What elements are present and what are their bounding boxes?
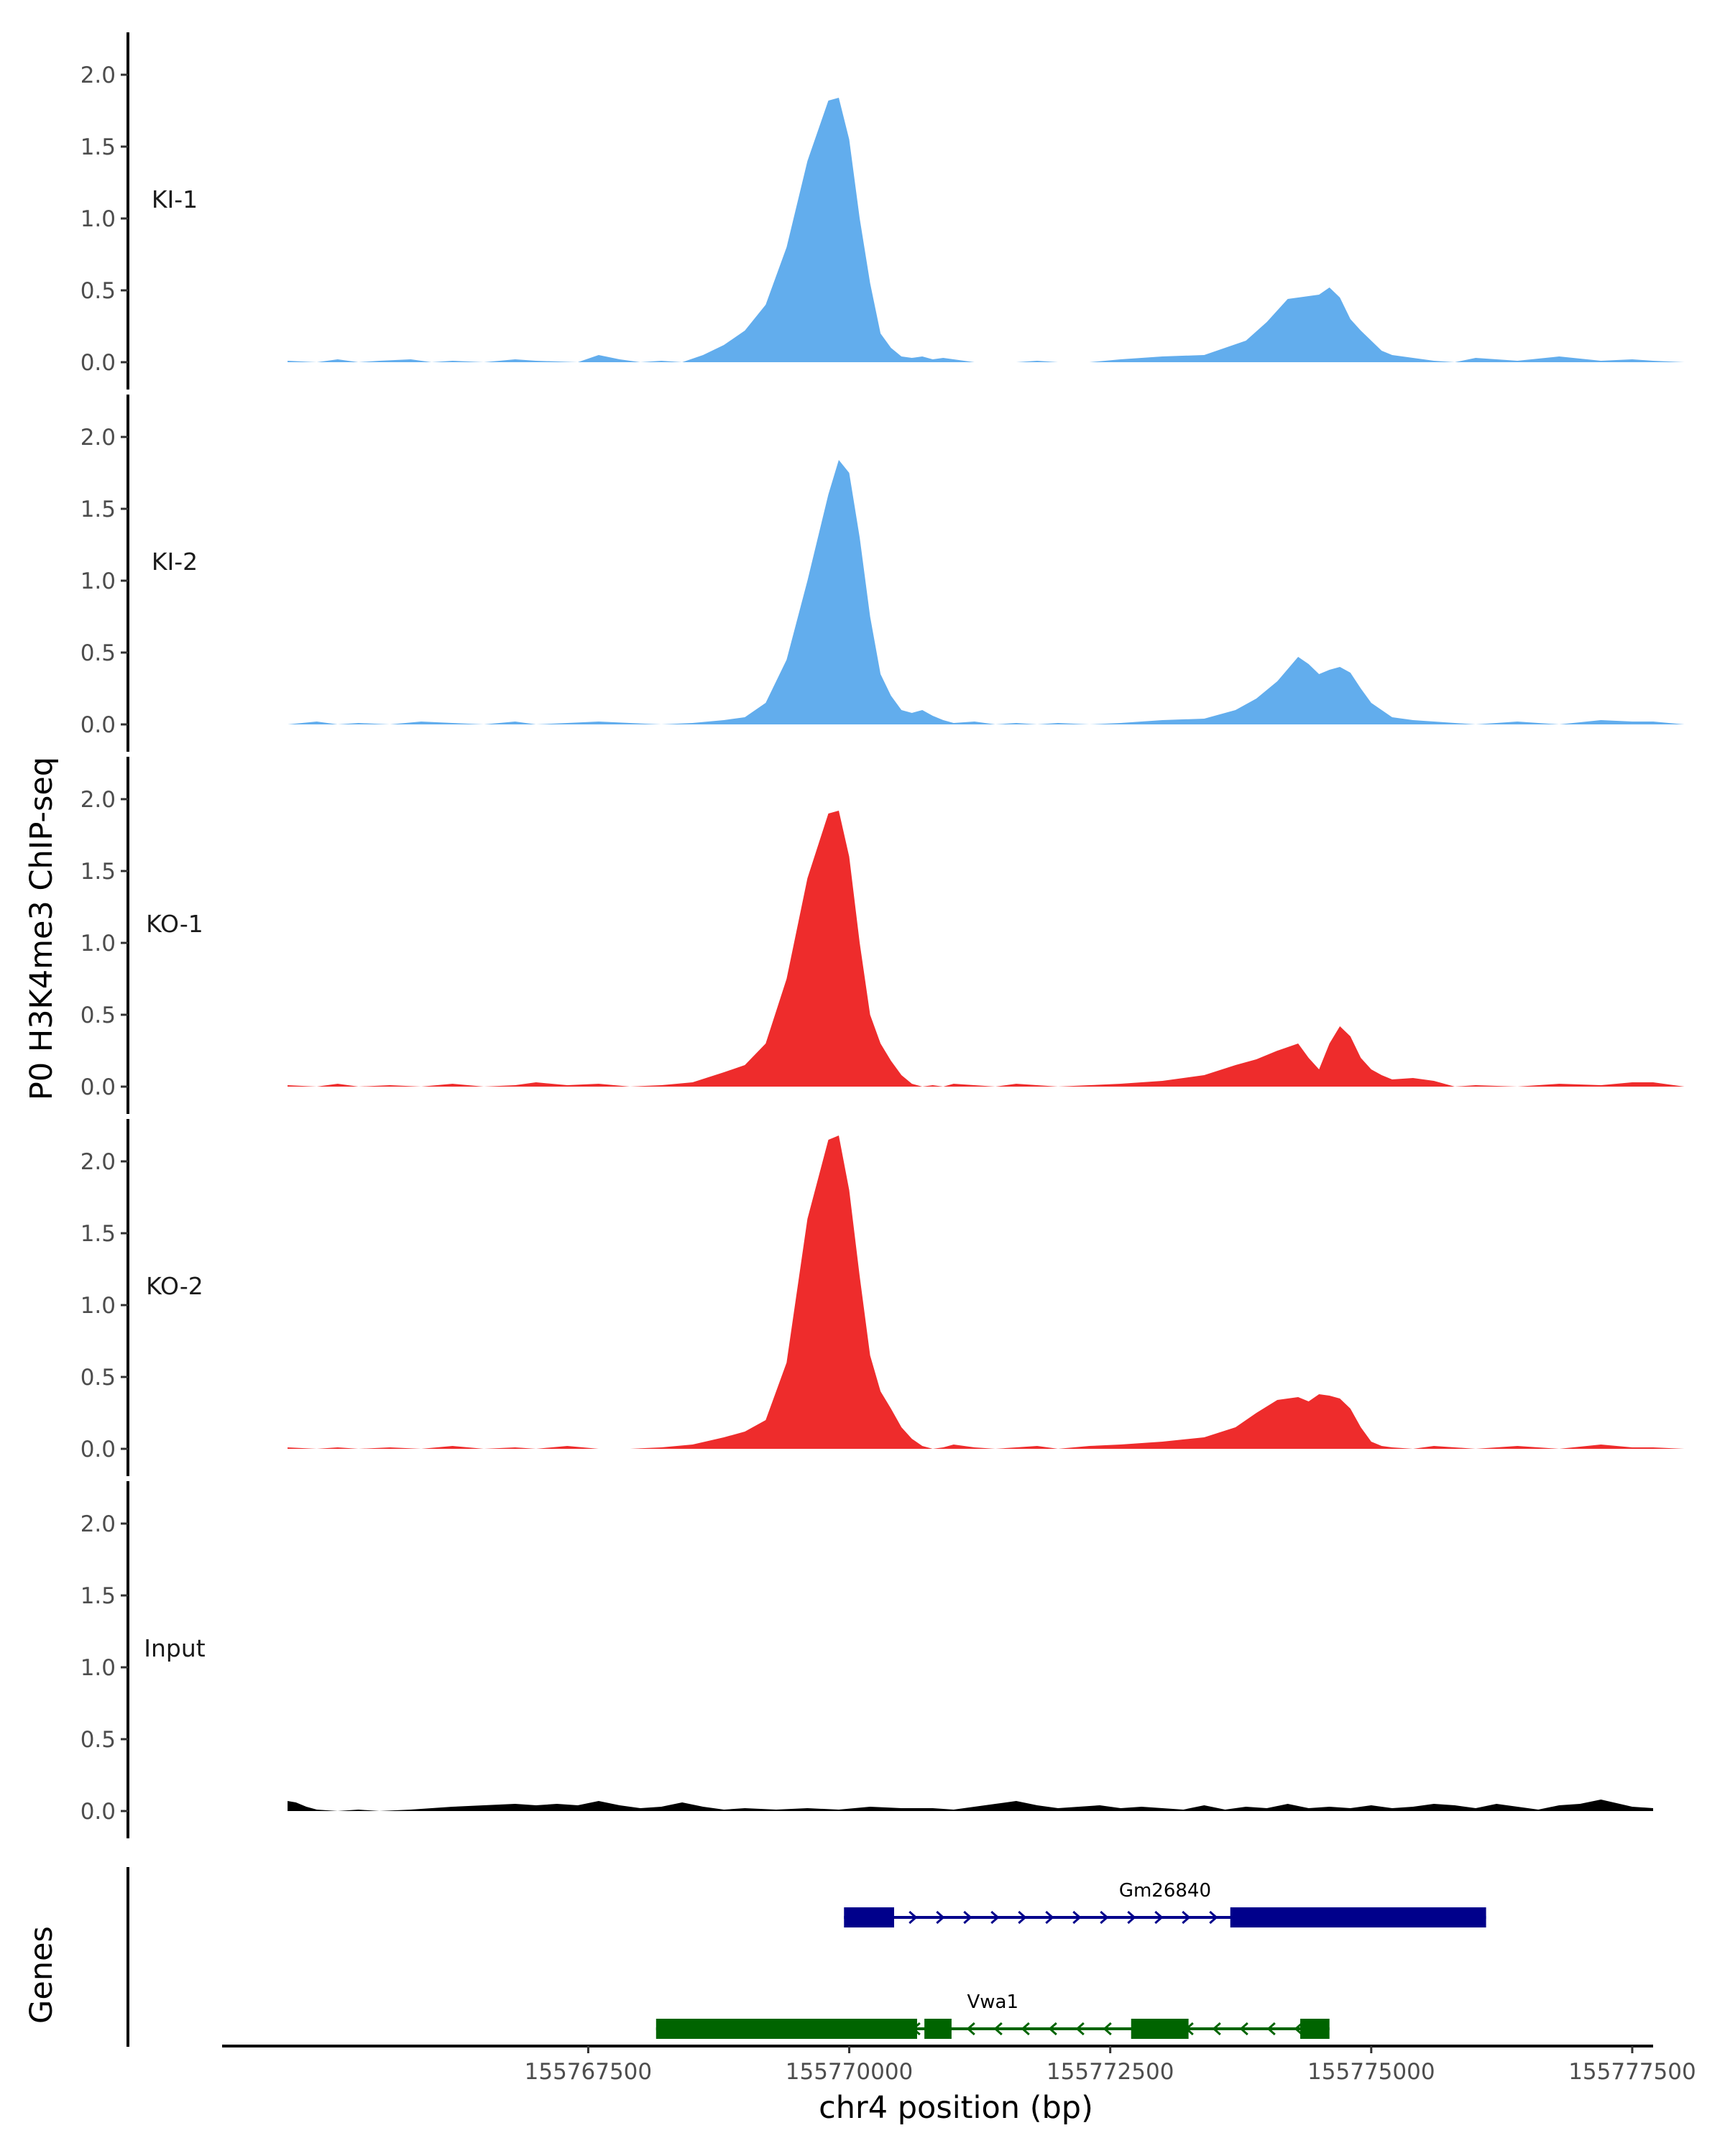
gene-label: Gm26840 — [1119, 1880, 1211, 1902]
strand-arrow — [1239, 2022, 1248, 2036]
y-tick-label: 1.5 — [80, 497, 116, 522]
x-tick-label: 155777500 — [1568, 2059, 1696, 2085]
strand-arrow — [1212, 2022, 1221, 2036]
strand-arrow — [1075, 2022, 1085, 2036]
strand-arrow — [1100, 1910, 1109, 1925]
y-tick-label: 2.0 — [80, 1149, 116, 1175]
strand-arrow — [1182, 1910, 1191, 1925]
y-tick-label: 1.0 — [80, 931, 116, 957]
gene-exon — [656, 2019, 917, 2039]
gene-exon — [1131, 2019, 1189, 2039]
strand-arrow — [966, 2022, 975, 2036]
y-tick-label: 0.5 — [80, 1003, 116, 1028]
tracks-layer: 0.00.51.01.52.0KI-10.00.51.01.52.0KI-20.… — [80, 32, 1685, 1838]
y-tick-label: 2.0 — [80, 425, 116, 451]
y-tick-label: 2.0 — [80, 1511, 116, 1537]
x-axis-title: chr4 position (bp) — [819, 2090, 1093, 2126]
track-ko-2: 0.0 0.5 1.0 1.5 2.0 KO-2 — [80, 1119, 1685, 1476]
strand-arrow — [1127, 1910, 1136, 1925]
signal-area — [288, 1800, 1654, 1811]
y-tick-label: 1.0 — [80, 568, 116, 594]
y-tick-label: 0.0 — [80, 350, 116, 376]
x-tick-label: 155775000 — [1307, 2059, 1435, 2085]
y-tick-label: 1.0 — [80, 1655, 116, 1681]
track-label: KO-1 — [146, 910, 203, 938]
track-ki-2: 0.0 0.5 1.0 1.5 2.0 KI-2 — [80, 395, 1685, 752]
strand-arrow — [1018, 1910, 1027, 1925]
strand-arrow — [993, 2022, 1003, 2036]
signal-area — [288, 1135, 1685, 1449]
track-label: Input — [144, 1634, 206, 1662]
y-tick-label: 0.5 — [80, 640, 116, 666]
y-axis-title: P0 H3K4me3 ChIP-seq — [24, 757, 60, 1100]
signal-area — [288, 460, 1685, 724]
track-label: KI-2 — [152, 548, 198, 576]
strand-arrow — [963, 1910, 972, 1925]
y-tick-label: 0.0 — [80, 1799, 116, 1825]
strand-arrow — [936, 1910, 945, 1925]
genes-panel: Gm26840 Vwa1 — [126, 1867, 1486, 2047]
gene-gm26840: Gm26840 — [844, 1880, 1486, 1927]
gene-exon — [844, 1907, 894, 1927]
genes-axis-title: Genes — [24, 1926, 60, 2024]
strand-arrow — [1045, 1910, 1054, 1925]
strand-arrow — [1103, 2022, 1112, 2036]
x-tick-label: 155772500 — [1046, 2059, 1174, 2085]
strand-arrow — [1021, 2022, 1030, 2036]
y-tick-label: 0.0 — [80, 712, 116, 738]
y-tick-label: 1.0 — [80, 1293, 116, 1319]
y-tick-label: 1.5 — [80, 859, 116, 885]
y-tick-label: 2.0 — [80, 787, 116, 813]
strand-arrow — [1209, 1910, 1218, 1925]
y-tick-label: 1.5 — [80, 1221, 116, 1247]
strand-arrow — [1294, 2022, 1303, 2036]
y-tick-label: 1.5 — [80, 1583, 116, 1609]
gene-label: Vwa1 — [967, 1991, 1018, 2013]
x-tick-label: 155770000 — [786, 2059, 914, 2085]
track-ki-1: 0.0 0.5 1.0 1.5 2.0 KI-1 — [80, 32, 1685, 390]
track-label: KO-2 — [146, 1272, 203, 1300]
strand-arrow — [1266, 2022, 1276, 2036]
x-axis: 155767500 155770000 155772500 155775000 1557… — [222, 2045, 1696, 2085]
track-ko-1: 0.0 0.5 1.0 1.5 2.0 KO-1 — [80, 757, 1685, 1114]
y-tick-label: 0.5 — [80, 1727, 116, 1753]
y-tick-label: 0.5 — [80, 1365, 116, 1391]
x-tick-label: 155767500 — [525, 2059, 653, 2085]
signal-area — [288, 811, 1685, 1087]
strand-arrow — [1072, 1910, 1082, 1925]
gene-exon — [1300, 2019, 1330, 2039]
strand-arrow — [990, 1910, 1000, 1925]
track-label: KI-1 — [152, 185, 198, 213]
y-tick-label: 1.0 — [80, 206, 116, 232]
signal-area — [288, 98, 1685, 362]
y-tick-label: 1.5 — [80, 134, 116, 160]
y-tick-label: 0.0 — [80, 1074, 116, 1100]
strand-arrow — [1048, 2022, 1057, 2036]
y-tick-label: 2.0 — [80, 63, 116, 88]
y-tick-label: 0.5 — [80, 278, 116, 304]
y-tick-label: 0.0 — [80, 1437, 116, 1462]
gene-exon — [1230, 1907, 1486, 1927]
strand-arrow — [1154, 1910, 1164, 1925]
gene-vwa1: Vwa1 — [656, 1991, 1330, 2039]
strand-arrow — [908, 1910, 918, 1925]
gene-exon — [924, 2019, 952, 2039]
track-input: 0.0 0.5 1.0 1.5 2.0 Input — [80, 1481, 1654, 1838]
